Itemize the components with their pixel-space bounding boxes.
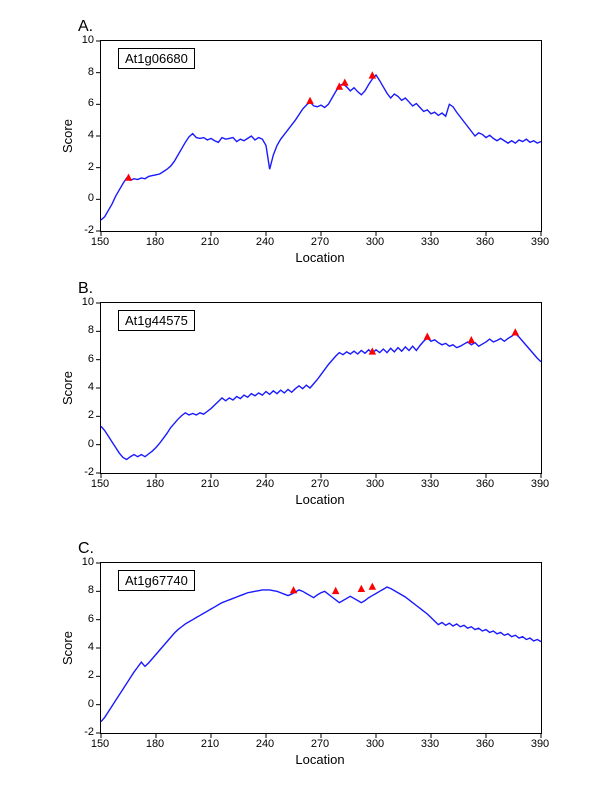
y-tick-label: -2 xyxy=(72,726,94,738)
x-tick-label: 150 xyxy=(91,738,109,750)
y-axis-label: Score xyxy=(60,371,75,405)
peak-marker-icon xyxy=(332,587,340,594)
y-tick-label: 8 xyxy=(72,324,94,336)
y-tick-label: 0 xyxy=(72,698,94,710)
peak-marker-icon xyxy=(358,585,366,592)
x-tick-label: 360 xyxy=(476,738,494,750)
x-tick-label: 210 xyxy=(201,478,219,490)
x-tick-label: 150 xyxy=(91,478,109,490)
series-line xyxy=(101,75,541,220)
y-tick-label: 8 xyxy=(72,584,94,596)
y-tick-label: -2 xyxy=(72,224,94,236)
x-tick-label: 300 xyxy=(366,478,384,490)
x-tick-label: 180 xyxy=(146,478,164,490)
series-line xyxy=(101,587,541,722)
peak-marker-icon xyxy=(341,79,349,86)
x-tick-label: 240 xyxy=(256,738,274,750)
y-axis-label: Score xyxy=(60,631,75,665)
x-tick-label: 390 xyxy=(531,236,549,248)
chart-legend: At1g44575 xyxy=(118,310,195,331)
x-axis-label: Location xyxy=(100,492,540,507)
peak-marker-icon xyxy=(512,328,519,335)
y-axis-label: Score xyxy=(60,119,75,153)
x-tick-label: 330 xyxy=(421,738,439,750)
x-tick-label: 360 xyxy=(476,478,494,490)
peak-marker-icon xyxy=(424,333,432,340)
y-tick-label: 4 xyxy=(72,641,94,653)
y-tick-label: -2 xyxy=(72,466,94,478)
x-axis-label: Location xyxy=(100,250,540,265)
y-tick-label: 4 xyxy=(72,129,94,141)
x-tick-label: 270 xyxy=(311,478,329,490)
chart-legend: At1g67740 xyxy=(118,570,195,591)
y-tick-label: 10 xyxy=(72,556,94,568)
chart-legend: At1g06680 xyxy=(118,48,195,69)
x-tick-label: 150 xyxy=(91,236,109,248)
peak-marker-icon xyxy=(306,97,314,104)
x-tick-label: 270 xyxy=(311,236,329,248)
x-tick-label: 390 xyxy=(531,738,549,750)
x-tick-label: 330 xyxy=(421,478,439,490)
y-tick-label: 2 xyxy=(72,669,94,681)
y-tick-label: 6 xyxy=(72,97,94,109)
y-tick-label: 6 xyxy=(72,353,94,365)
peak-marker-icon xyxy=(369,583,377,590)
x-tick-label: 240 xyxy=(256,236,274,248)
x-tick-label: 180 xyxy=(146,738,164,750)
peak-marker-icon xyxy=(468,336,476,343)
series-line xyxy=(101,333,541,459)
x-tick-label: 240 xyxy=(256,478,274,490)
y-tick-label: 2 xyxy=(72,161,94,173)
y-tick-label: 0 xyxy=(72,192,94,204)
peak-marker-icon xyxy=(290,586,298,593)
y-tick-label: 4 xyxy=(72,381,94,393)
x-tick-label: 210 xyxy=(201,236,219,248)
x-tick-label: 330 xyxy=(421,236,439,248)
y-tick-label: 10 xyxy=(72,34,94,46)
peak-marker-icon xyxy=(336,82,344,89)
y-tick-label: 2 xyxy=(72,409,94,421)
x-tick-label: 300 xyxy=(366,738,384,750)
y-tick-label: 0 xyxy=(72,438,94,450)
x-tick-label: 390 xyxy=(531,478,549,490)
y-tick-label: 8 xyxy=(72,66,94,78)
x-tick-label: 210 xyxy=(201,738,219,750)
peak-marker-icon xyxy=(125,174,133,181)
y-tick-label: 6 xyxy=(72,613,94,625)
x-tick-label: 300 xyxy=(366,236,384,248)
y-tick-label: 10 xyxy=(72,296,94,308)
x-tick-label: 360 xyxy=(476,236,494,248)
peak-marker-icon xyxy=(369,71,377,78)
x-tick-label: 270 xyxy=(311,738,329,750)
x-axis-label: Location xyxy=(100,752,540,767)
x-tick-label: 180 xyxy=(146,236,164,248)
